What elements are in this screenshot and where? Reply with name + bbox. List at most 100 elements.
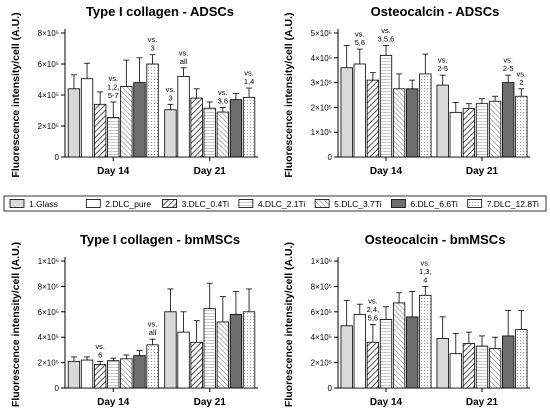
annotation-line: vs.	[148, 320, 158, 329]
y-tick-label: 0	[328, 384, 333, 393]
bar	[242, 96, 256, 158]
bar	[366, 79, 380, 158]
y-tick-label: 4×10⁵	[311, 54, 332, 63]
y-tick-label: 8×10⁵	[38, 282, 59, 291]
significance-annotation: vs. 1,2, 5-7	[107, 74, 120, 100]
bar	[515, 95, 528, 158]
annotation-line: vs.	[166, 85, 176, 94]
annotation-line: 1,2,	[107, 82, 120, 91]
bar	[419, 73, 432, 158]
significance-annotation: vs. 1,4	[244, 69, 254, 87]
significance-annotation: vs. all	[148, 320, 158, 338]
legend-swatch	[238, 199, 254, 208]
legend-swatch	[85, 199, 101, 208]
bar	[190, 341, 203, 389]
bar	[449, 111, 462, 158]
x-category-label: Day 14	[370, 397, 403, 408]
chart-panel-3: Type I collagen - bmMSCs Fluorescence int…	[10, 232, 258, 408]
bar	[203, 308, 216, 389]
annotation-line: vs.	[108, 74, 118, 83]
annotation-line: 2-5	[437, 64, 448, 73]
y-tick-label: 6×10⁵	[311, 308, 332, 317]
y-tick-label: 1×10⁵	[311, 128, 332, 137]
y-tick-label: 3×10⁵	[311, 79, 332, 88]
annotation-line: vs.	[218, 88, 228, 97]
y-tick-label: 1×10⁶	[311, 257, 332, 266]
bar	[177, 76, 190, 158]
annotation-line: vs.	[244, 69, 254, 78]
bar	[406, 88, 419, 158]
bar	[94, 103, 107, 158]
y-tick-label: 8×10⁵	[311, 282, 332, 291]
y-tick-label: 0	[328, 153, 333, 162]
legend-label: 1.Glass	[29, 199, 58, 209]
legend-swatch	[162, 199, 177, 208]
annotation-line: vs.	[503, 56, 513, 65]
legend-label: 5.DLC_3.7Ti	[334, 199, 382, 209]
legend-swatch	[314, 199, 330, 208]
y-tick-label: 2×10⁵	[38, 359, 59, 368]
annotation-line: vs.	[517, 69, 527, 78]
y-tick-label: 4×10⁵	[311, 333, 332, 342]
bar	[120, 86, 133, 158]
annotation-line: 4	[423, 275, 427, 284]
bar	[67, 360, 81, 389]
bar	[146, 344, 159, 389]
y-tick-label: 0	[55, 384, 60, 393]
y-axis-label: Fluorescence intensity/cell (A.U.)	[283, 242, 295, 407]
bar	[436, 84, 449, 158]
bar	[488, 100, 502, 158]
annotation-line: 5,6	[355, 38, 365, 47]
bar	[164, 311, 177, 389]
bar	[502, 82, 515, 158]
chart-panel-2: Osteocalcin - ADSCs Fluorescence intensit…	[283, 4, 530, 178]
y-tick-label: 5×10⁵	[311, 29, 332, 38]
x-category-label: Day 14	[97, 166, 130, 177]
annotation-line: 5,6	[368, 314, 378, 323]
significance-annotation: vs. 3	[166, 85, 176, 103]
annotation-line: vs.	[421, 258, 431, 267]
chart-title: Type I collagen - ADSCs	[86, 4, 234, 19]
x-category-label: Day 14	[370, 166, 403, 177]
bar	[133, 355, 146, 389]
significance-annotation: vs. 2-5	[503, 56, 514, 74]
significance-annotation: vs. 1,3, 4	[419, 258, 432, 284]
bar	[229, 313, 243, 389]
annotation-line: vs.	[368, 297, 378, 306]
annotation-line: 1,3,	[419, 267, 432, 276]
significance-annotation: vs. 2,4, 5,6	[367, 297, 380, 323]
significance-annotation: vs. 3,6	[218, 88, 228, 106]
bar	[120, 358, 133, 389]
bar	[80, 78, 94, 158]
x-category-label: Day 21	[194, 397, 227, 408]
bar	[379, 54, 393, 158]
bar	[502, 335, 515, 389]
bar	[216, 321, 230, 389]
bar	[353, 313, 366, 389]
bar	[242, 311, 256, 389]
bar	[449, 353, 462, 389]
bar	[379, 319, 393, 389]
y-tick-label: 4×10⁵	[38, 333, 59, 342]
bar	[67, 88, 81, 158]
annotation-line: 5-7	[108, 91, 119, 100]
bar	[515, 329, 528, 389]
bar	[436, 338, 449, 389]
significance-annotation: vs. 3,5,6	[378, 26, 395, 44]
legend-label: 4.DLC_2.1Ti	[258, 199, 306, 209]
legend-label: 3.DLC_0.4Ti	[182, 199, 230, 209]
significance-annotation: vs. 5,6	[355, 30, 365, 48]
bar	[406, 316, 419, 389]
bar	[392, 302, 406, 389]
significance-annotation: vs. 6	[95, 342, 105, 360]
annotation-line: 3	[150, 44, 154, 53]
annotation-line: vs.	[179, 48, 189, 57]
bar	[146, 63, 159, 158]
y-tick-label: 2×10⁵	[38, 122, 59, 131]
annotation-line: vs.	[95, 342, 105, 351]
annotation-line: all	[180, 57, 188, 66]
bar	[392, 88, 406, 158]
annotation-line: 1,4	[244, 77, 254, 86]
y-tick-label: 2×10⁵	[311, 103, 332, 112]
